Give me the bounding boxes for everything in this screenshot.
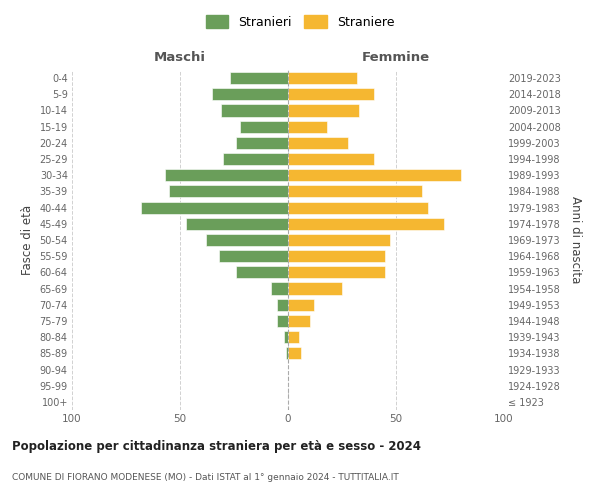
Text: Femmine: Femmine <box>362 50 430 64</box>
Bar <box>219 250 288 262</box>
Bar <box>271 282 288 294</box>
Bar <box>236 266 288 278</box>
Bar <box>288 169 461 181</box>
Bar <box>212 88 288 101</box>
Bar <box>288 137 349 149</box>
Bar <box>141 202 288 213</box>
Bar <box>288 266 385 278</box>
Bar <box>288 104 359 117</box>
Bar <box>288 315 310 327</box>
Bar <box>288 202 428 213</box>
Bar <box>169 186 288 198</box>
Bar <box>288 186 422 198</box>
Bar <box>288 120 327 132</box>
Bar <box>187 218 288 230</box>
Bar <box>288 234 389 246</box>
Y-axis label: Fasce di età: Fasce di età <box>21 205 34 275</box>
Bar <box>288 72 357 84</box>
Bar <box>288 218 443 230</box>
Bar <box>288 153 374 165</box>
Bar <box>288 298 314 311</box>
Bar <box>230 72 288 84</box>
Bar <box>288 250 385 262</box>
Text: Maschi: Maschi <box>154 50 206 64</box>
Bar <box>165 169 288 181</box>
Bar <box>288 331 299 343</box>
Bar <box>223 153 288 165</box>
Bar <box>288 348 301 360</box>
Bar <box>288 88 374 101</box>
Bar <box>206 234 288 246</box>
Bar <box>221 104 288 117</box>
Bar <box>286 348 288 360</box>
Legend: Stranieri, Straniere: Stranieri, Straniere <box>202 11 398 32</box>
Bar <box>241 120 288 132</box>
Bar <box>284 331 288 343</box>
Bar <box>236 137 288 149</box>
Bar <box>277 315 288 327</box>
Text: Popolazione per cittadinanza straniera per età e sesso - 2024: Popolazione per cittadinanza straniera p… <box>12 440 421 453</box>
Y-axis label: Anni di nascita: Anni di nascita <box>569 196 583 284</box>
Bar <box>288 282 342 294</box>
Bar <box>277 298 288 311</box>
Text: COMUNE DI FIORANO MODENESE (MO) - Dati ISTAT al 1° gennaio 2024 - TUTTITALIA.IT: COMUNE DI FIORANO MODENESE (MO) - Dati I… <box>12 473 399 482</box>
